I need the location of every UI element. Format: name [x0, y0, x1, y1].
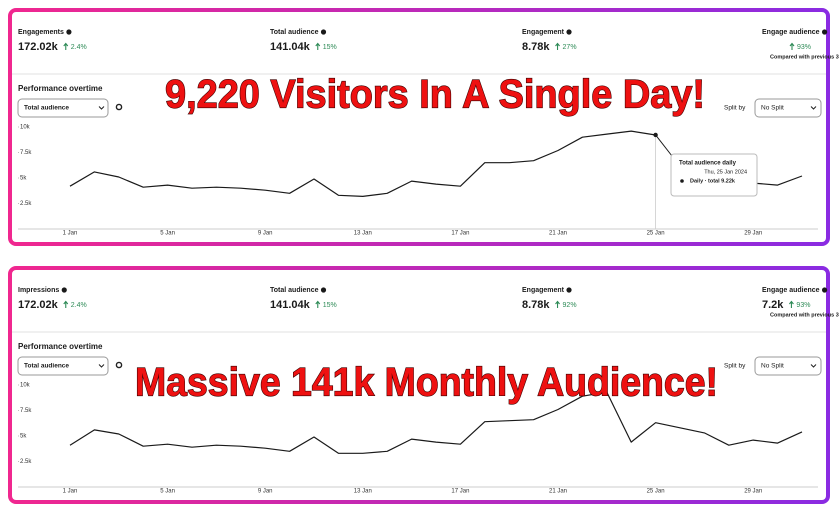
info-icon: [320, 287, 327, 293]
x-tick-label: 17 Jan: [451, 231, 469, 237]
info-icon: [821, 287, 828, 293]
metric-label: Total audience: [270, 29, 319, 36]
split-value: No Split: [761, 363, 784, 370]
x-tick-label: 1 Jan: [63, 231, 78, 237]
tooltip-connector: [655, 134, 673, 157]
x-tick-label: 5 Jan: [160, 489, 175, 495]
split-dropdown[interactable]: [754, 356, 822, 376]
y-tick-label: 10k: [20, 125, 31, 131]
x-tick-label: 21 Jan: [549, 231, 567, 237]
headline: Massive 141k Monthly Audience!: [135, 361, 718, 405]
info-icon: [66, 29, 72, 35]
tooltip-dot: [680, 179, 684, 183]
y-tick-label: 2.5k: [20, 201, 32, 207]
line-series: [69, 391, 803, 454]
metric-label: Engagement: [522, 29, 565, 36]
x-tick-label: 25 Jan: [647, 231, 665, 237]
headline: 9,220 Visitors In A Single Day!: [165, 73, 705, 117]
panel-frame: [8, 8, 830, 246]
x-tick-label: 9 Jan: [258, 489, 273, 495]
metric-value: 141.04k: [270, 299, 311, 311]
up-arrow: [788, 300, 794, 308]
section-title: Performance overtime: [18, 84, 103, 93]
dropdown-value: Total audience: [24, 105, 69, 112]
metric-change: 2.4%: [71, 302, 87, 309]
chevron: [98, 106, 105, 110]
up-arrow: [315, 42, 321, 50]
metric-change: 15%: [323, 302, 337, 309]
metric-value: 141.04k: [270, 41, 311, 53]
metric-change: 27%: [563, 44, 577, 51]
info-icon: [320, 29, 327, 35]
info-icon: [821, 29, 828, 35]
metric-label: Total audience: [270, 287, 319, 294]
chevron: [810, 364, 817, 368]
chevron: [98, 364, 105, 368]
split-label: Split by: [724, 105, 746, 112]
up-arrow: [63, 42, 69, 50]
y-tick-label: 7.5k: [20, 408, 32, 414]
section-title: Performance overtime: [18, 342, 103, 351]
metric-value: 8.78k: [522, 41, 550, 53]
split-label: Split by: [724, 363, 746, 370]
up-arrow: [789, 42, 795, 50]
up-arrow: [315, 300, 321, 308]
x-tick-label: 17 Jan: [451, 489, 469, 495]
compared-note: Compared with previous 31 days: [770, 54, 839, 60]
x-tick-label: 25 Jan: [647, 489, 665, 495]
x-tick-label: 1 Jan: [63, 489, 78, 495]
metric-value: 172.02k: [18, 41, 59, 53]
metric-value: 8.78k: [522, 299, 550, 311]
info-icon: [115, 103, 123, 111]
metric-dropdown[interactable]: [17, 98, 109, 118]
x-tick-label: 13 Jan: [354, 231, 372, 237]
metric-value: 172.02k: [18, 299, 59, 311]
split-dropdown[interactable]: [754, 98, 822, 118]
up-arrow: [555, 300, 560, 308]
metric-change: 92%: [563, 302, 577, 309]
x-tick-label: 21 Jan: [549, 489, 567, 495]
metric-label: Engage audience: [762, 29, 820, 36]
metric-change: 2.4%: [71, 44, 87, 51]
y-tick-label: 5k: [20, 176, 27, 182]
metric-value: 7.2k: [762, 299, 784, 311]
up-arrow: [63, 300, 69, 308]
metric-label: Engagements: [18, 29, 64, 36]
info-icon: [566, 287, 572, 293]
x-tick-label: 29 Jan: [744, 489, 762, 495]
x-tick-label: 9 Jan: [258, 231, 273, 237]
compared-note: Compared with previous 31 days: [770, 312, 839, 318]
metric-label: Engagement: [522, 287, 565, 294]
tooltip-date: Thu, 25 Jan 2024: [704, 169, 747, 175]
metric-change: 93%: [797, 44, 811, 51]
tooltip-text: Daily · total 9.22k: [690, 178, 736, 184]
tooltip: [670, 153, 758, 197]
info-icon: [61, 287, 67, 293]
y-tick-label: 10k: [20, 383, 31, 389]
metric-dropdown[interactable]: [17, 356, 109, 376]
line-series: [69, 130, 803, 197]
info-icon: [566, 29, 572, 35]
x-tick-label: 29 Jan: [744, 231, 762, 237]
metric-change: 93%: [796, 302, 810, 309]
tooltip-title: Total audience daily: [679, 161, 737, 167]
metric-label: Engage audience: [762, 287, 820, 294]
panel-frame: [8, 266, 830, 504]
x-tick-label: 13 Jan: [354, 489, 372, 495]
y-tick-label: 7.5k: [20, 150, 32, 156]
y-tick-label: 5k: [20, 434, 27, 440]
up-arrow: [555, 42, 560, 50]
info-icon: [115, 361, 123, 369]
metric-change: 15%: [323, 44, 337, 51]
y-tick-label: 2.5k: [20, 459, 32, 465]
dropdown-value: Total audience: [24, 363, 69, 370]
x-tick-label: 5 Jan: [160, 231, 175, 237]
chevron: [810, 106, 817, 110]
metric-label: Impressions: [18, 287, 59, 294]
split-value: No Split: [761, 105, 784, 112]
